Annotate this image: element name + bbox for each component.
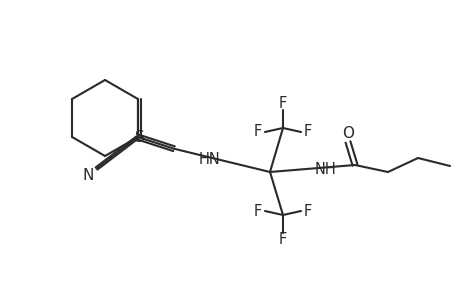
Text: S: S — [135, 130, 145, 145]
Text: F: F — [278, 95, 286, 110]
Text: HN: HN — [198, 152, 219, 167]
Text: O: O — [341, 127, 353, 142]
Text: F: F — [278, 232, 286, 247]
Text: N: N — [82, 169, 93, 184]
Text: NH: NH — [314, 162, 336, 177]
Text: F: F — [303, 124, 312, 140]
Text: F: F — [253, 203, 262, 218]
Text: F: F — [253, 124, 262, 140]
Text: F: F — [303, 203, 312, 218]
